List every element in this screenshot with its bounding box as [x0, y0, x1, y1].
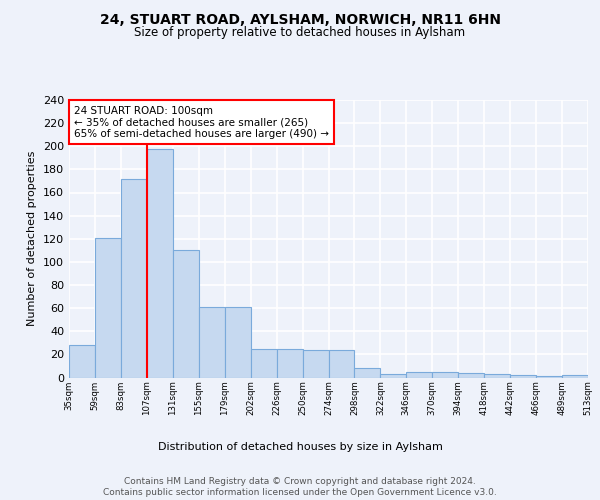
- Bar: [225, 307, 251, 378]
- Bar: [302, 350, 329, 378]
- Y-axis label: Number of detached properties: Number of detached properties: [28, 151, 37, 326]
- Text: Contains HM Land Registry data © Crown copyright and database right 2024.
Contai: Contains HM Land Registry data © Crown c…: [103, 478, 497, 497]
- Bar: [484, 374, 510, 378]
- Bar: [355, 368, 380, 378]
- Bar: [121, 178, 147, 378]
- Bar: [380, 374, 406, 378]
- Bar: [329, 350, 355, 378]
- Bar: [173, 250, 199, 378]
- Bar: [433, 372, 458, 378]
- Bar: [510, 375, 536, 378]
- Bar: [277, 348, 302, 378]
- Text: Distribution of detached houses by size in Aylsham: Distribution of detached houses by size …: [158, 442, 442, 452]
- Bar: [147, 148, 173, 378]
- Bar: [251, 348, 277, 378]
- Text: Size of property relative to detached houses in Aylsham: Size of property relative to detached ho…: [134, 26, 466, 39]
- Text: 24 STUART ROAD: 100sqm
← 35% of detached houses are smaller (265)
65% of semi-de: 24 STUART ROAD: 100sqm ← 35% of detached…: [74, 106, 329, 138]
- Text: 24, STUART ROAD, AYLSHAM, NORWICH, NR11 6HN: 24, STUART ROAD, AYLSHAM, NORWICH, NR11 …: [100, 12, 500, 26]
- Bar: [406, 372, 432, 378]
- Bar: [199, 307, 224, 378]
- Bar: [536, 376, 562, 378]
- Bar: [95, 238, 121, 378]
- Bar: [562, 375, 588, 378]
- Bar: [458, 373, 484, 378]
- Bar: [69, 345, 95, 378]
